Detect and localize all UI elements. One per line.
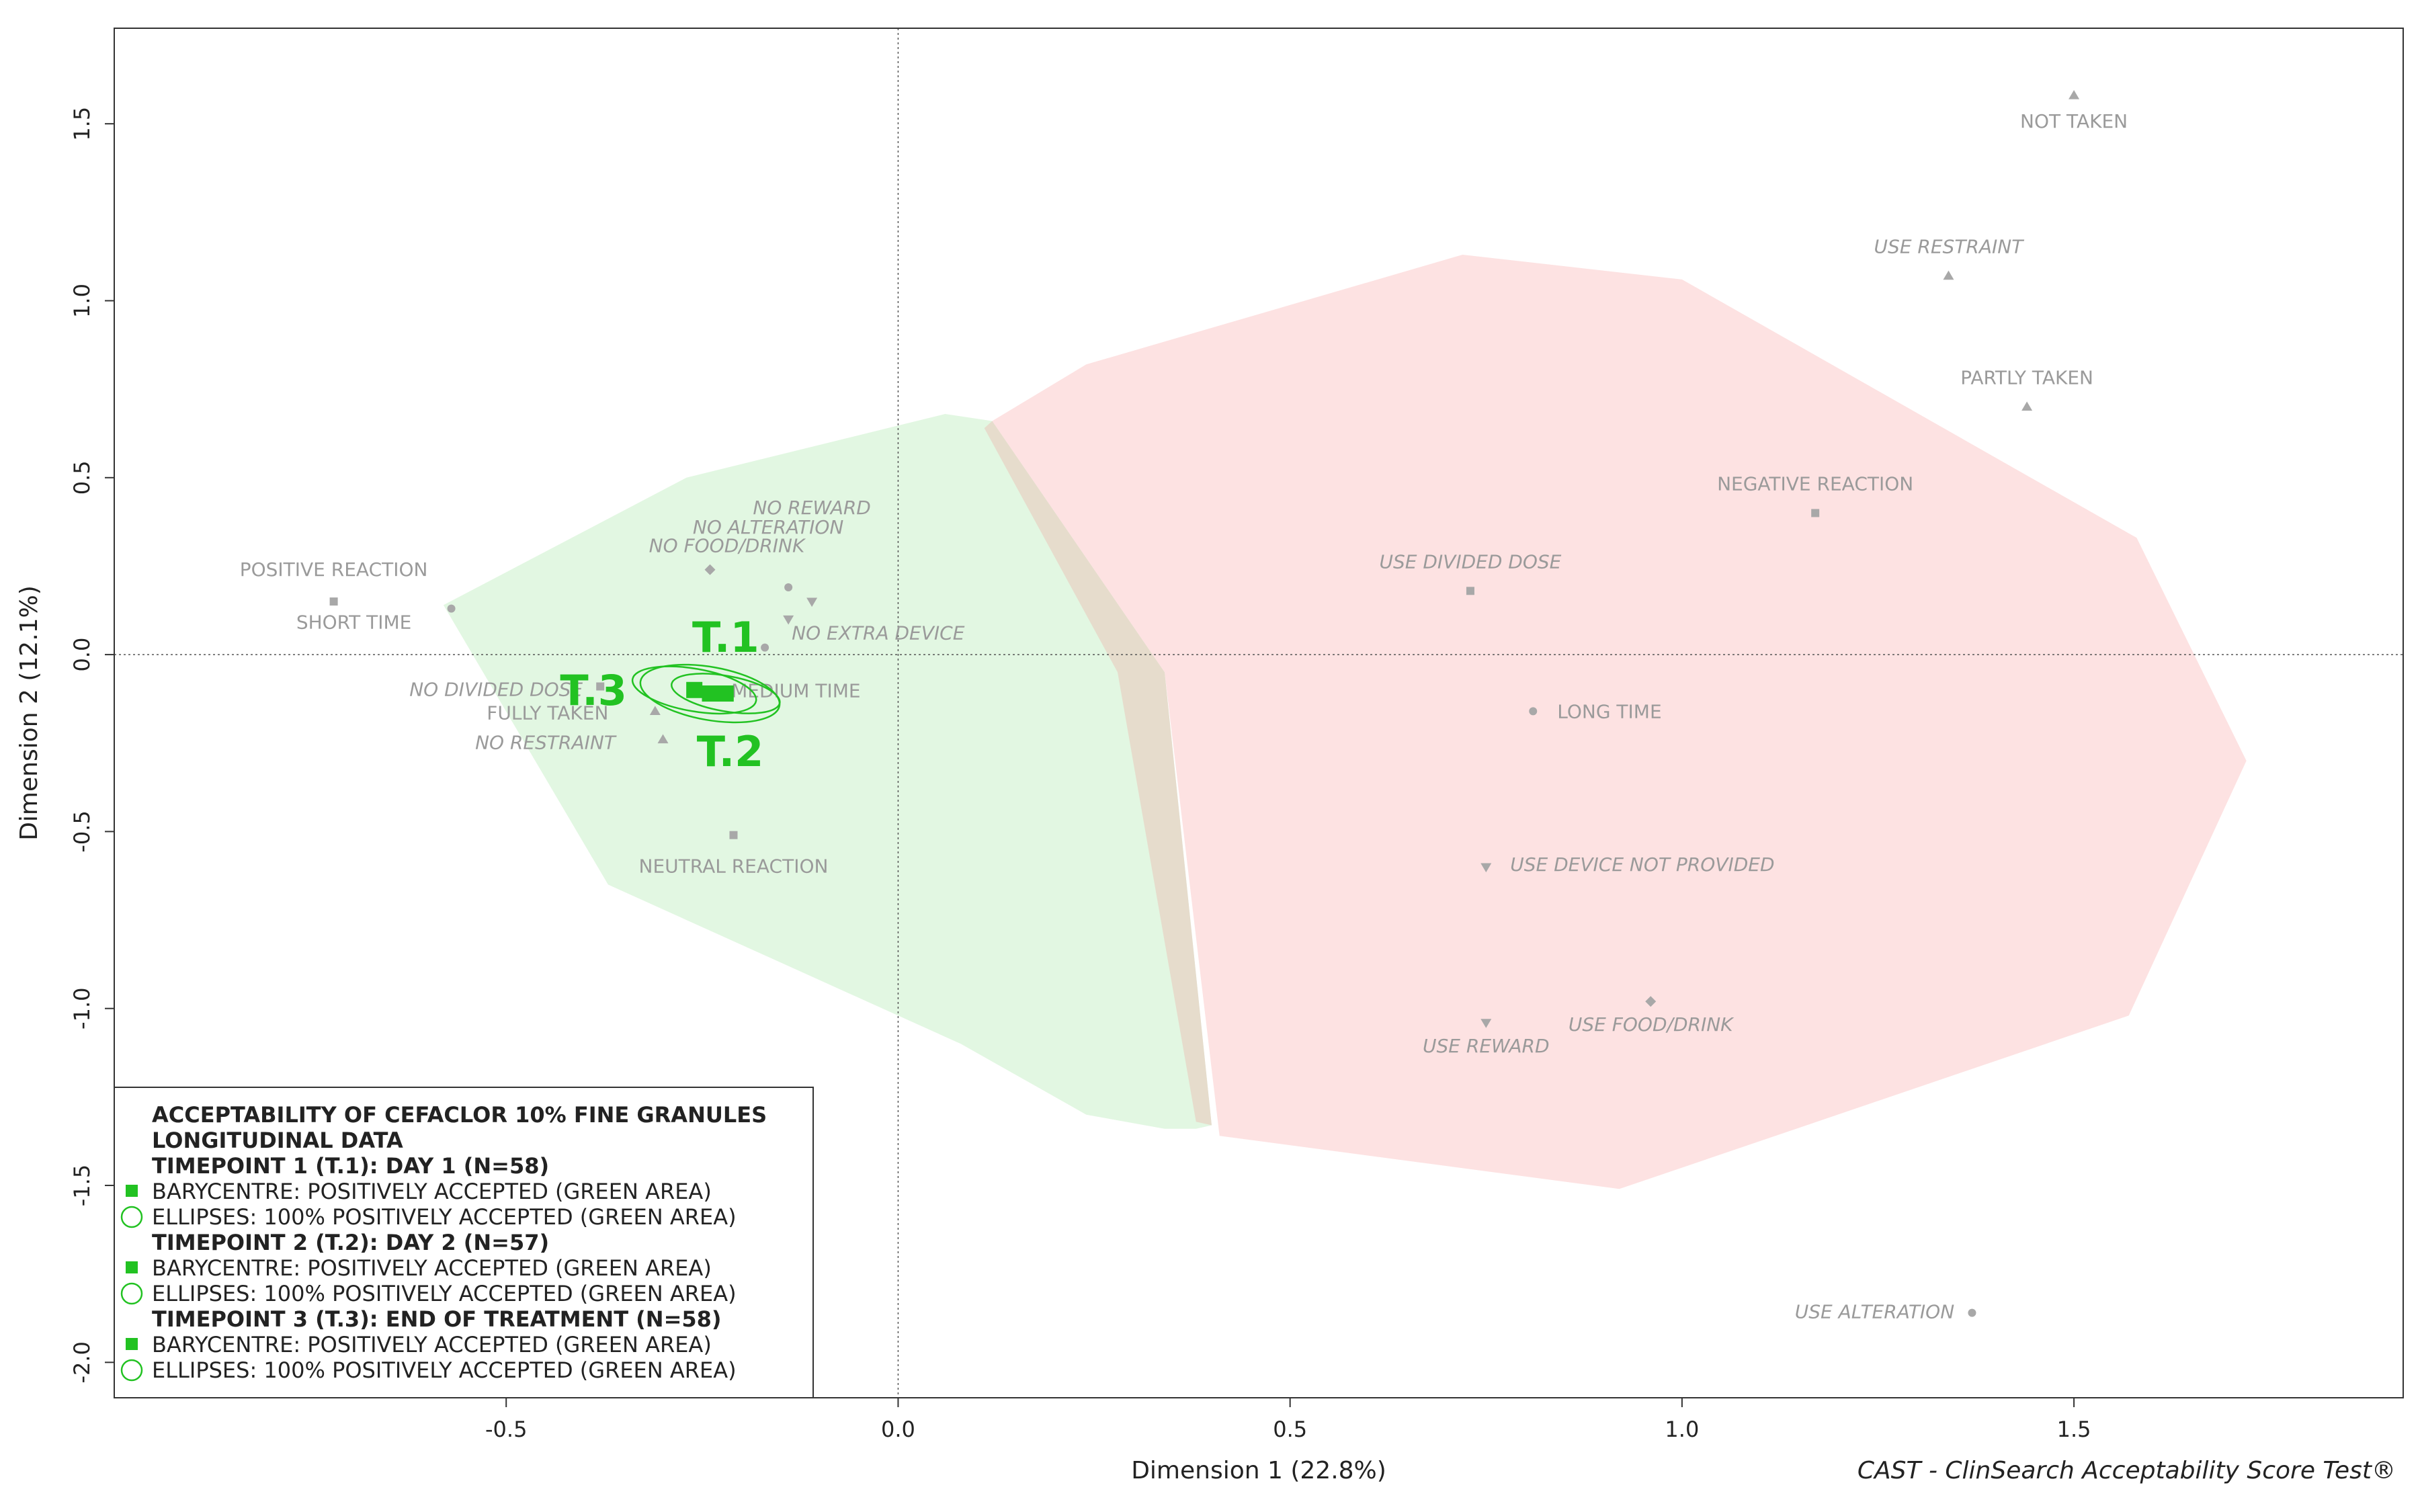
marker-dot (1529, 707, 1538, 716)
timepoint-ellipse (631, 665, 757, 715)
x-tick-label: 0.0 (881, 1417, 915, 1442)
marker-diamond (1645, 996, 1657, 1007)
x-tick-label: 1.5 (2057, 1417, 2091, 1442)
category-label: FULLY TAKEN (487, 702, 608, 724)
category-label: NO DIVIDED DOSE (409, 679, 583, 701)
marker-square (729, 831, 738, 839)
category-label: USE REWARD (1423, 1035, 1549, 1057)
marker-dot (784, 583, 793, 592)
legend-barycentre-text: BARYCENTRE: POSITIVELY ACCEPTED (GREEN A… (152, 1179, 712, 1204)
legend-ellipse-swatch (120, 1359, 143, 1382)
category-label: LONG TIME (1557, 700, 1661, 722)
category-label: POSITIVE REACTION (240, 558, 428, 581)
legend-barycentre-swatch (126, 1185, 138, 1197)
legend-ellipse-swatch (120, 1282, 143, 1305)
marker-dot (1968, 1308, 1976, 1317)
y-tick-label: -1.0 (69, 988, 95, 1030)
acceptance-regions (443, 255, 2247, 1189)
legend-ellipses-text: ELLIPSES: 100% POSITIVELY ACCEPTED (GREE… (152, 1357, 737, 1383)
y-tick-label: -0.5 (69, 810, 95, 852)
category-label: NO EXTRA DEVICE (792, 622, 965, 644)
region-positively-accepted (443, 414, 1212, 1129)
y-tick-label: 1.0 (69, 284, 95, 318)
category-points: NOT TAKEN USE RESTRAINT PARTLY TAKEN NEGATI… (240, 90, 2128, 1323)
plot-frame (114, 28, 2404, 1398)
x-tick-label: 0.5 (1273, 1417, 1307, 1442)
category-label: NO FOOD/DRINK (649, 535, 806, 557)
legend-barycentre-text: BARYCENTRE: POSITIVELY ACCEPTED (GREEN A… (152, 1332, 712, 1357)
y-tick-label: 0.5 (69, 460, 95, 495)
legend-ellipses-text: ELLIPSES: 100% POSITIVELY ACCEPTED (GREE… (152, 1281, 737, 1306)
legend-barycentre-text: BARYCENTRE: POSITIVELY ACCEPTED (GREEN A… (152, 1255, 712, 1281)
y-axis-ticks: 1.5 1.0 0.5 0.0 -0.5 -1.0 -1.5 -2.0 (69, 107, 114, 1384)
marker-dot (447, 604, 456, 613)
marker-triangle-down (806, 597, 818, 607)
category-label: USE RESTRAINT (1874, 236, 2025, 258)
reference-lines (114, 28, 2403, 1398)
y-tick-label: -1.5 (69, 1165, 95, 1206)
marker-triangle (1943, 270, 1954, 280)
x-tick-label: -0.5 (485, 1417, 527, 1442)
category-label: USE DEVICE NOT PROVIDED (1510, 853, 1774, 876)
category-label: MEDIUM TIME (731, 680, 860, 702)
y-tick-label: -2.0 (69, 1341, 95, 1383)
category-label: NEGATIVE REACTION (1717, 472, 1913, 495)
legend: ACCEPTABILITY OF CEFACLOR 10% FINE GRANU… (114, 1087, 814, 1398)
legend-barycentre-swatch (126, 1338, 138, 1350)
timepoint-barycentre (717, 685, 734, 702)
legend-subtitle: LONGITUDINAL DATA (152, 1128, 403, 1153)
timepoint-label: T.2 (697, 727, 764, 776)
category-label: NOT TAKEN (2020, 110, 2128, 132)
marker-triangle-down (783, 615, 794, 625)
y-tick-label: 0.0 (69, 638, 95, 672)
legend-ellipses-text: ELLIPSES: 100% POSITIVELY ACCEPTED (GREE… (152, 1204, 737, 1230)
category-label: NO ALTERATION (693, 516, 844, 538)
category-label: PARTLY TAKEN (1960, 366, 2093, 388)
timepoint-markers: T.1 T.2 T.3 (560, 613, 781, 776)
y-tick-label: 1.5 (69, 107, 95, 141)
legend-ellipse-swatch (120, 1206, 143, 1228)
marker-triangle-down (1480, 1019, 1492, 1028)
legend-group-heading: TIMEPOINT 2 (T.2): DAY 2 (N=57) (152, 1230, 549, 1255)
timepoint-label: T.1 (692, 613, 759, 662)
marker-diamond (704, 564, 716, 575)
timepoint-ellipse (639, 663, 781, 724)
x-axis-label: Dimension 1 (22.8%) (1131, 1457, 1386, 1484)
marker-square (329, 597, 338, 606)
y-axis-label: Dimension 2 (12.1%) (15, 585, 43, 841)
legend-group-heading: TIMEPOINT 1 (T.1): DAY 1 (N=58) (152, 1153, 549, 1179)
region-not-accepted (992, 255, 2247, 1189)
category-label: NEUTRAL REACTION (639, 855, 829, 878)
marker-square (596, 682, 605, 691)
timepoint-barycentre (702, 685, 718, 702)
legend-title: ACCEPTABILITY OF CEFACLOR 10% FINE GRANU… (152, 1102, 767, 1128)
x-tick-label: 1.0 (1665, 1417, 1699, 1442)
marker-triangle-down (1480, 863, 1492, 873)
category-label: NO RESTRAINT (475, 731, 617, 753)
category-label: USE DIVIDED DOSE (1380, 550, 1562, 573)
marker-square (1466, 587, 1474, 595)
category-label: SHORT TIME (296, 612, 412, 634)
legend-group-heading: TIMEPOINT 3 (T.3): END OF TREATMENT (N=5… (152, 1306, 722, 1332)
region-overlap (984, 421, 1212, 1126)
marker-square (1811, 509, 1820, 517)
category-label: NO REWARD (753, 497, 871, 519)
credit-text: CAST - ClinSearch Acceptability Score Te… (1857, 1457, 2396, 1484)
legend-barycentre-swatch (126, 1261, 138, 1273)
marker-dot (761, 643, 769, 652)
marker-triangle (2021, 401, 2033, 411)
marker-triangle (2069, 90, 2080, 99)
timepoint-label: T.3 (560, 666, 627, 715)
marker-triangle (649, 706, 661, 715)
legend-box (114, 1087, 814, 1398)
category-label: USE ALTERATION (1795, 1301, 1954, 1323)
category-label: USE FOOD/DRINK (1569, 1013, 1735, 1036)
timepoint-barycentre (686, 681, 703, 698)
marker-triangle (657, 734, 669, 744)
x-axis-ticks: -0.5 0.0 0.5 1.0 1.5 (485, 1398, 2091, 1442)
